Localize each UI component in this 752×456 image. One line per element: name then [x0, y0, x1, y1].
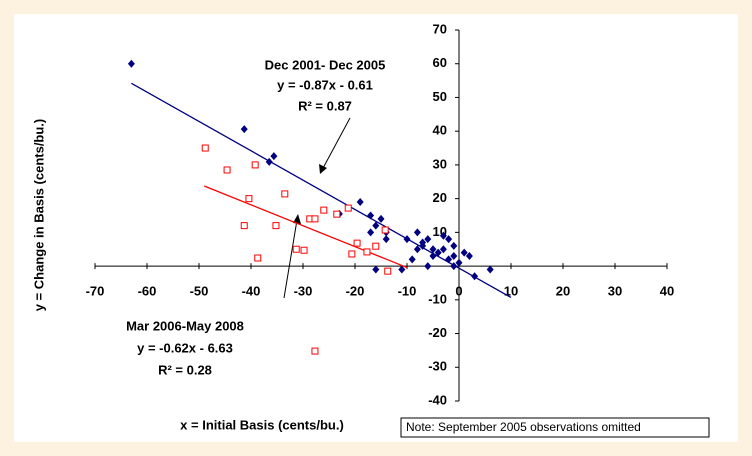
point	[398, 265, 406, 274]
point	[333, 210, 341, 218]
annotation-equation: y = -0.87x - 0.61	[277, 77, 373, 92]
point	[460, 248, 468, 257]
point	[240, 222, 248, 230]
point	[320, 206, 328, 214]
point	[424, 235, 432, 244]
point	[424, 262, 432, 271]
point	[223, 166, 231, 174]
point	[356, 198, 364, 207]
arrow	[321, 117, 351, 171]
point	[372, 265, 380, 274]
point	[311, 347, 319, 355]
point	[471, 272, 479, 281]
x-tick-label: -20	[346, 284, 365, 299]
point	[245, 195, 253, 203]
point	[367, 228, 375, 237]
point	[201, 144, 209, 152]
y-tick-label: -10	[428, 291, 447, 306]
y-tick-label: -30	[428, 359, 447, 374]
x-tick-label: 0	[455, 284, 462, 299]
point	[292, 245, 300, 253]
point	[348, 250, 356, 258]
point	[384, 267, 392, 275]
point	[372, 221, 380, 230]
x-axis-label: x = Initial Basis (cents/bu.)	[180, 417, 344, 432]
point	[353, 239, 361, 247]
point	[381, 226, 389, 234]
point	[372, 242, 380, 250]
point	[465, 251, 473, 260]
point	[434, 248, 442, 257]
point	[419, 241, 427, 250]
y-tick-label: 30	[433, 156, 447, 171]
x-tick-label: -30	[294, 284, 313, 299]
point	[251, 161, 259, 169]
trend-line	[203, 185, 408, 269]
y-tick-label: 50	[433, 89, 447, 104]
point	[382, 235, 390, 244]
point	[439, 245, 447, 254]
point	[270, 152, 278, 161]
point	[450, 262, 458, 271]
y-tick-label: -20	[428, 325, 447, 340]
point	[377, 214, 385, 223]
x-tick-label: -10	[398, 284, 417, 299]
y-axis-label: y = Change in Basis (cents/bu.)	[31, 119, 46, 312]
point	[403, 235, 411, 244]
note: Note: September 2005 observations omitte…	[406, 420, 641, 434]
point	[450, 241, 458, 250]
y-tick-label: -40	[428, 392, 447, 407]
point	[240, 125, 248, 134]
x-tick-label: 10	[504, 284, 518, 299]
point	[363, 248, 371, 256]
point	[281, 190, 289, 198]
x-tick-label: -70	[86, 284, 105, 299]
point	[408, 255, 416, 264]
x-tick-label: -60	[138, 284, 157, 299]
point	[127, 59, 135, 68]
x-tick-label: 20	[556, 284, 570, 299]
annotation-title: Dec 2001- Dec 2005	[265, 57, 386, 72]
x-tick-label: 40	[660, 284, 674, 299]
point	[439, 231, 447, 240]
point	[254, 254, 262, 262]
point	[445, 235, 453, 244]
y-tick-label: 60	[433, 55, 447, 70]
point	[265, 157, 273, 166]
point	[413, 245, 421, 254]
point	[413, 228, 421, 237]
point	[486, 265, 494, 274]
x-tick-label: -40	[242, 284, 261, 299]
point	[429, 251, 437, 260]
annotation-title: Mar 2006-May 2008	[126, 318, 244, 333]
arrowhead	[319, 164, 327, 174]
point	[300, 246, 308, 254]
x-tick-label: 30	[608, 284, 622, 299]
note-box	[400, 417, 710, 438]
point	[311, 215, 319, 223]
annotation-r2: R² = 0.87	[298, 98, 352, 113]
annotation-equation: y = -0.62x - 6.63	[137, 340, 233, 355]
x-tick-label: -50	[190, 284, 209, 299]
y-tick-label: 70	[433, 21, 447, 36]
arrowhead	[293, 214, 301, 224]
point	[429, 245, 437, 254]
y-tick-label: 20	[433, 190, 447, 205]
point	[455, 258, 463, 267]
arrow	[283, 219, 298, 299]
point	[344, 204, 352, 212]
point	[367, 211, 375, 220]
point	[450, 251, 458, 260]
point	[272, 222, 280, 230]
point	[445, 255, 453, 264]
annotation-r2: R² = 0.28	[158, 362, 212, 377]
y-tick-label: 40	[433, 123, 447, 138]
